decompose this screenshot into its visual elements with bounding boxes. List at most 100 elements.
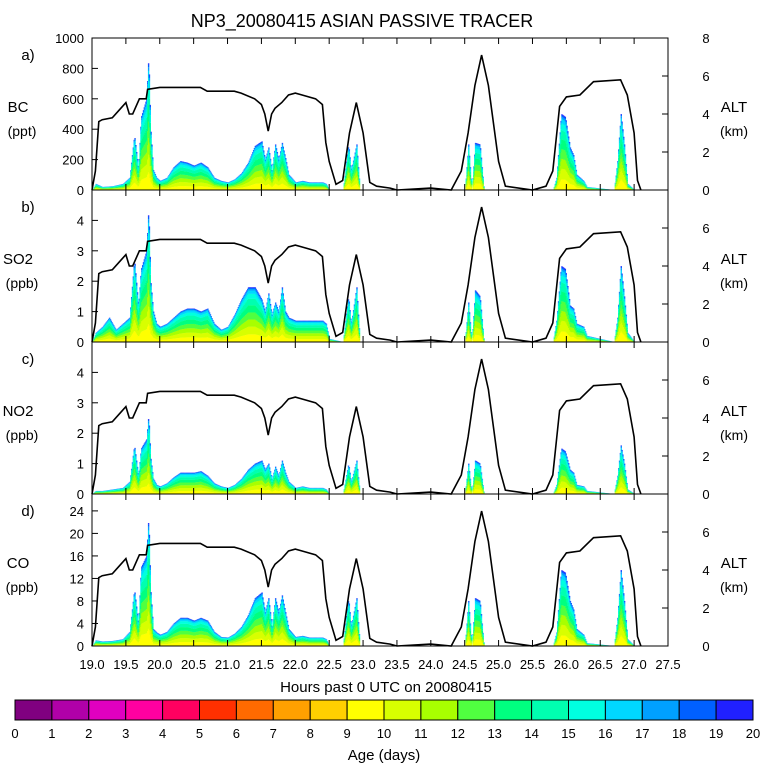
age-band-segment (349, 150, 350, 151)
age-band-segment (356, 145, 357, 146)
age-band-segment (482, 178, 483, 179)
age-band-segment (135, 148, 136, 151)
age-band-segment (113, 326, 114, 327)
age-band-segment (134, 139, 135, 140)
age-band-segment (277, 153, 278, 154)
age-band-segment (469, 163, 470, 167)
age-band-segment (482, 170, 483, 172)
age-band-segment (271, 165, 272, 166)
age-band-segment (359, 187, 360, 189)
age-band-segment (584, 183, 585, 184)
age-band-segment (626, 165, 627, 166)
age-band-segment (570, 148, 571, 149)
age-band-segment (148, 63, 149, 64)
age-band-segment (111, 321, 112, 322)
age-band-segment (358, 172, 359, 175)
age-band-segment (568, 137, 569, 138)
age-band-segment (574, 160, 575, 161)
age-band-segment (284, 155, 285, 156)
age-band-segment (263, 153, 264, 155)
y2-axis-label: ALT (721, 99, 747, 116)
age-band-segment (268, 150, 269, 153)
age-band-segment (356, 146, 357, 147)
age-band-segment (569, 143, 570, 144)
y2-tick-label: 4 (702, 107, 709, 122)
age-band-segment (261, 143, 262, 144)
age-band-segment (136, 153, 137, 154)
age-band-segment (479, 145, 480, 146)
age-band-segment (261, 142, 262, 143)
age-band-segment (282, 143, 283, 144)
age-band-segment (566, 121, 567, 122)
age-band-segment (359, 179, 360, 180)
age-band-segment (469, 156, 470, 157)
y-tick-label: 400 (62, 122, 84, 137)
age-band-segment (358, 170, 359, 172)
age-band-segment (149, 88, 150, 98)
age-band-segment (566, 126, 567, 127)
age-band-segment (350, 161, 351, 164)
age-band-segment (481, 160, 482, 162)
age-band-segment (284, 155, 285, 156)
age-band-segment (586, 186, 587, 187)
age-band-segment (150, 110, 151, 115)
age-band-segment (349, 152, 350, 154)
age-band-segment (349, 154, 350, 158)
age-band-segment (151, 150, 152, 154)
age-band-segment (621, 126, 622, 130)
age-band-segment (282, 144, 283, 145)
age-band-segment (482, 169, 483, 170)
age-band-segment (574, 162, 575, 164)
age-band-segment (624, 146, 625, 147)
age-band-segment (482, 181, 483, 183)
age-band-segment (207, 168, 208, 169)
age-band-segment (154, 173, 155, 174)
age-band-segment (624, 150, 625, 154)
age-band-segment (624, 147, 625, 150)
y-tick-label: 0 (77, 183, 84, 198)
age-band-segment (623, 137, 624, 138)
age-band-segment (357, 158, 358, 160)
age-band-segment (150, 107, 151, 110)
age-band-segment (623, 137, 624, 138)
age-band-segment (359, 181, 360, 182)
age-band-segment (480, 153, 481, 157)
y-axis-unit: (ppt) (8, 123, 37, 139)
age-band-segment (576, 171, 577, 172)
age-band-segment (357, 160, 358, 163)
age-band-segment (155, 175, 156, 176)
age-band-segment (567, 132, 568, 133)
y-tick-label: 200 (62, 153, 84, 168)
age-band-segment (471, 180, 472, 181)
age-band-segment (470, 172, 471, 175)
age-band-segment (269, 154, 270, 155)
age-band-segment (271, 166, 272, 168)
age-band-segment (150, 135, 151, 138)
age-band-segment (358, 168, 359, 169)
age-band-segment (482, 168, 483, 169)
y2-tick-label: 6 (702, 69, 709, 84)
age-band-segment (575, 165, 576, 166)
age-band-segment (468, 147, 469, 150)
y2-tick-label: 0 (702, 183, 709, 198)
y-tick-label: 1000 (55, 31, 84, 46)
age-band-segment (576, 172, 577, 174)
age-band-segment (112, 324, 113, 325)
age-band-segment (482, 185, 483, 187)
age-band-segment (137, 163, 138, 166)
age-band-segment (481, 159, 482, 160)
age-band-segment (357, 163, 358, 167)
age-band-segment (150, 105, 151, 106)
age-band-segment (471, 182, 472, 183)
age-band-segment (574, 161, 575, 162)
age-band-segment (283, 151, 284, 152)
age-band-segment (150, 115, 151, 123)
age-band-segment (150, 139, 151, 144)
age-band-segment (263, 151, 264, 152)
panels: 0200400600800100002468a)BC(ppt)ALT(km)01… (3, 31, 748, 672)
age-band-segment (569, 145, 570, 148)
y2-tick-label: 8 (702, 31, 709, 46)
age-band-segment (350, 159, 351, 161)
age-band-segment (327, 186, 328, 187)
age-band-segment (285, 159, 286, 160)
